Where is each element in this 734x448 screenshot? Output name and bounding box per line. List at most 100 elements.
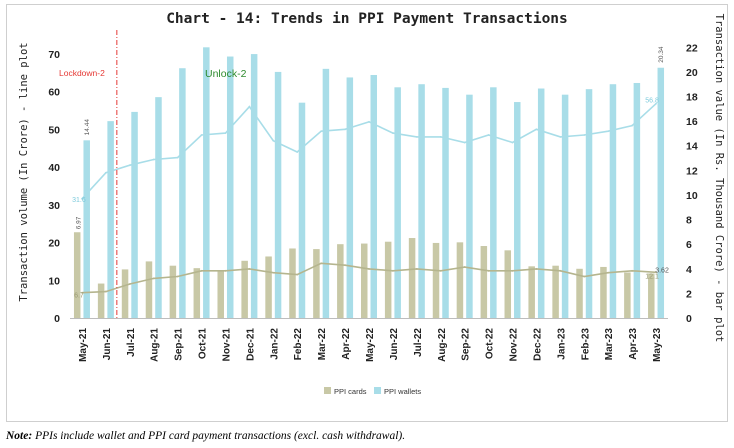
point-ppi-cards-volume — [320, 262, 323, 265]
bar-ppi-wallets — [179, 68, 186, 318]
x-tick-label: Nov-21 — [221, 328, 232, 362]
x-tick-label: Sep-22 — [461, 328, 472, 361]
point-ppi-wallets-volume — [344, 128, 346, 131]
x-tick-label: May-23 — [652, 328, 663, 362]
bar-ppi-wallets — [250, 54, 258, 318]
x-tick-label: Oct-22 — [485, 328, 496, 360]
point-ppi-cards-volume — [104, 290, 107, 293]
point-ppi-wallets-volume — [392, 132, 394, 135]
data-label-last-card-line: 12.1 — [645, 273, 659, 280]
bar-ppi-wallets — [155, 97, 162, 318]
bar-ppi-cards — [576, 268, 583, 318]
x-tick-label: Apr-23 — [628, 328, 639, 360]
point-ppi-wallets-volume — [655, 102, 657, 105]
chart-frame — [6, 4, 728, 422]
bar-ppi-cards — [480, 246, 488, 318]
y-left-tick-label: 0 — [54, 313, 60, 325]
point-ppi-wallets-volume — [368, 120, 370, 123]
bar-ppi-cards — [169, 265, 177, 318]
bar-ppi-cards — [337, 244, 344, 318]
bar-ppi-wallets — [274, 71, 282, 318]
bar-ppi-wallets — [514, 102, 521, 319]
bar-ppi-wallets — [394, 87, 401, 318]
point-ppi-cards-volume — [487, 269, 490, 272]
x-tick-label: May-21 — [78, 328, 89, 362]
lockdown-annotation: Lockdown-2 — [59, 68, 105, 78]
point-ppi-cards-volume — [511, 269, 514, 272]
bar-ppi-wallets — [131, 111, 138, 318]
unlock-annotation: Unlock-2 — [205, 68, 247, 80]
x-tick-label: Jun-22 — [389, 328, 400, 361]
y-left-tick-label: 60 — [48, 87, 60, 99]
point-ppi-cards-volume — [607, 271, 610, 274]
point-ppi-cards-volume — [415, 268, 418, 270]
bar-ppi-cards — [313, 249, 320, 318]
y-right-tick-label: 6 — [686, 239, 692, 251]
y-axis-right-label: Transaction value (In Rs. Thousand Crore… — [713, 14, 725, 343]
y-left-tick-label: 70 — [48, 49, 60, 61]
point-ppi-cards-volume — [296, 273, 299, 276]
x-tick-label: Jun-21 — [102, 328, 113, 361]
bar-ppi-cards — [384, 241, 392, 318]
x-tick-label: Sep-21 — [174, 328, 185, 361]
bar-ppi-wallets — [107, 121, 114, 318]
x-tick-label: Jan-23 — [556, 328, 567, 360]
bar-ppi-cards — [73, 232, 81, 318]
bar-ppi-wallets — [585, 89, 593, 318]
point-ppi-cards-volume — [200, 269, 203, 272]
bar-ppi-wallets — [633, 82, 641, 318]
x-tick-label: Dec-22 — [532, 328, 543, 361]
bar-ppi-wallets — [537, 88, 545, 318]
bar-ppi-cards — [241, 260, 248, 318]
data-label-last-wallet-line: 56.8 — [645, 98, 659, 105]
bar-ppi-wallets — [322, 68, 330, 318]
bar-ppi-cards — [265, 256, 272, 318]
bar-ppi-cards — [624, 272, 631, 318]
bar-ppi-wallets — [226, 56, 234, 319]
y-right-tick-label: 14 — [686, 141, 698, 153]
note-text: PPIs include wallet and PPI card payment… — [32, 430, 406, 442]
bar-ppi-cards — [600, 266, 607, 318]
point-ppi-wallets-volume — [176, 156, 179, 159]
point-ppi-cards-volume — [152, 277, 155, 280]
bar-ppi-cards — [504, 250, 512, 318]
bar-ppi-cards — [97, 283, 105, 318]
bar-ppi-wallets — [561, 94, 569, 318]
legend-label-ppi-wallets: PPI wallets — [384, 387, 421, 396]
x-tick-label: Aug-21 — [150, 328, 161, 362]
y-right-tick-label: 2 — [686, 288, 692, 300]
bar-ppi-wallets — [370, 74, 377, 318]
y-right-tick-label: 18 — [686, 92, 698, 104]
point-ppi-wallets-volume — [463, 141, 466, 144]
point-ppi-wallets-volume — [559, 135, 562, 138]
bar-ppi-cards — [289, 248, 296, 318]
point-ppi-cards-volume — [344, 264, 346, 267]
x-tick-label: Jan-22 — [269, 328, 280, 360]
y-right-tick-label: 0 — [686, 313, 692, 325]
data-label-first-card-line: 6.7 — [74, 293, 84, 300]
point-ppi-wallets-volume — [511, 141, 514, 144]
line-ppi-wallets-volume — [81, 103, 657, 200]
bar-ppi-cards — [432, 242, 440, 318]
bar-ppi-wallets — [609, 84, 617, 318]
x-tick-label: Apr-22 — [341, 328, 352, 360]
point-ppi-cards-volume — [463, 266, 466, 268]
bar-ppi-cards — [193, 268, 201, 318]
y-left-tick-label: 20 — [48, 238, 60, 250]
point-ppi-wallets-volume — [248, 105, 251, 108]
point-ppi-cards-volume — [128, 283, 131, 285]
point-ppi-wallets-volume — [152, 158, 155, 161]
x-tick-label: Feb-23 — [580, 328, 591, 361]
data-label-first-wallet-bar: 14.44 — [84, 119, 91, 136]
x-tick-label: Dec-21 — [245, 328, 256, 361]
point-ppi-wallets-volume — [320, 130, 323, 133]
bar-ppi-wallets — [346, 77, 354, 318]
x-tick-label: Mar-22 — [317, 328, 328, 361]
chart-canvas: Chart - 14: Trends in PPI Payment Transa… — [18, 11, 725, 396]
bar-ppi-cards — [648, 273, 655, 318]
y-axis-left-label: Transaction volume (In Crore) - line plo… — [18, 42, 30, 301]
point-ppi-wallets-volume — [583, 134, 586, 136]
data-label-first-card-bar: 6.97 — [75, 216, 82, 229]
point-ppi-cards-volume — [272, 271, 275, 274]
x-tick-label: Jul-22 — [413, 328, 424, 357]
